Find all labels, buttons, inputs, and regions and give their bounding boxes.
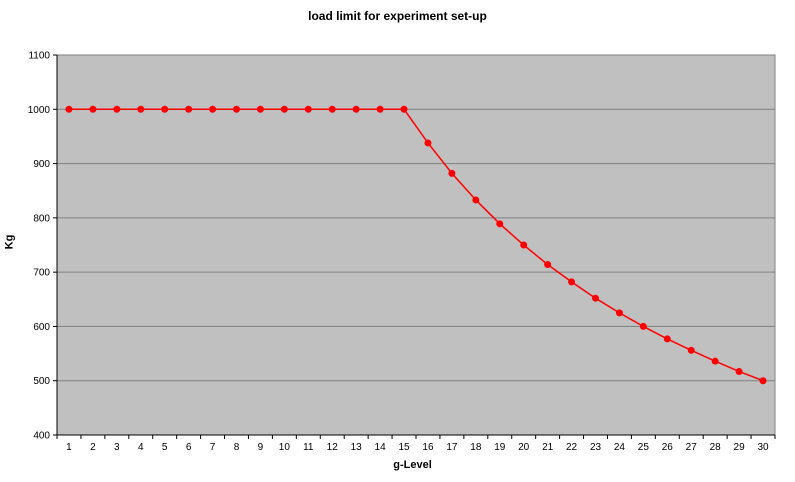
data-point-20 bbox=[520, 241, 528, 249]
x-tick-label-9: 9 bbox=[258, 442, 264, 453]
y-tick-label-500: 500 bbox=[33, 376, 50, 387]
data-point-30 bbox=[759, 377, 767, 385]
x-tick-label-5: 5 bbox=[162, 442, 168, 453]
x-tick-label-21: 21 bbox=[542, 442, 554, 453]
x-tick-label-14: 14 bbox=[375, 442, 387, 453]
y-tick-label-800: 800 bbox=[33, 213, 50, 224]
x-tick-label-12: 12 bbox=[327, 442, 339, 453]
x-tick-label-4: 4 bbox=[138, 442, 144, 453]
data-point-24 bbox=[615, 309, 623, 317]
data-point-6 bbox=[185, 105, 193, 113]
x-tick-label-11: 11 bbox=[303, 442, 314, 453]
x-tick-label-24: 24 bbox=[614, 442, 626, 453]
x-tick-label-18: 18 bbox=[470, 442, 482, 453]
x-tick-label-15: 15 bbox=[398, 442, 410, 453]
data-point-18 bbox=[472, 196, 480, 204]
data-point-19 bbox=[496, 220, 504, 228]
y-tick-label-600: 600 bbox=[33, 322, 50, 333]
data-point-9 bbox=[256, 105, 264, 113]
chart-title: load limit for experiment set-up bbox=[308, 9, 487, 23]
data-point-22 bbox=[568, 278, 576, 286]
x-tick-label-28: 28 bbox=[710, 442, 722, 453]
x-tick-label-25: 25 bbox=[638, 442, 650, 453]
data-point-16 bbox=[424, 139, 432, 147]
data-point-11 bbox=[304, 105, 312, 113]
data-point-25 bbox=[639, 322, 647, 330]
data-point-4 bbox=[137, 105, 145, 113]
y-tick-label-400: 400 bbox=[33, 431, 50, 442]
data-point-17 bbox=[448, 169, 456, 177]
y-tick-label-900: 900 bbox=[33, 159, 50, 170]
data-point-23 bbox=[592, 294, 599, 302]
x-tick-label-16: 16 bbox=[422, 442, 434, 453]
data-point-27 bbox=[687, 346, 695, 354]
data-point-1 bbox=[65, 105, 73, 113]
data-point-26 bbox=[663, 335, 671, 343]
data-series bbox=[65, 105, 767, 385]
data-point-13 bbox=[352, 105, 360, 113]
plot-area bbox=[56, 54, 776, 436]
x-tick-label-17: 17 bbox=[446, 442, 458, 453]
x-tick-label-20: 20 bbox=[518, 442, 530, 453]
x-axis-label: g-Level bbox=[393, 459, 432, 471]
data-point-2 bbox=[89, 105, 97, 113]
x-tick-label-19: 19 bbox=[494, 442, 506, 453]
x-tick-label-2: 2 bbox=[90, 442, 96, 453]
data-point-3 bbox=[113, 105, 121, 113]
data-point-15 bbox=[400, 105, 408, 113]
data-point-28 bbox=[711, 357, 719, 365]
x-tick-label-13: 13 bbox=[351, 442, 363, 453]
x-tick-label-7: 7 bbox=[210, 442, 216, 453]
x-tick-label-22: 22 bbox=[566, 442, 578, 453]
data-point-7 bbox=[209, 105, 217, 113]
data-point-12 bbox=[328, 105, 336, 113]
x-tick-label-26: 26 bbox=[662, 442, 674, 453]
x-tick-label-30: 30 bbox=[757, 442, 769, 453]
x-tick-label-1: 1 bbox=[66, 442, 72, 453]
data-point-8 bbox=[233, 105, 240, 113]
y-tick-label-1100: 1100 bbox=[28, 51, 50, 62]
data-point-21 bbox=[544, 261, 552, 269]
x-tick-label-23: 23 bbox=[590, 442, 602, 453]
data-point-5 bbox=[161, 105, 169, 113]
x-tick-label-27: 27 bbox=[686, 442, 698, 453]
x-tick-label-29: 29 bbox=[734, 442, 746, 453]
series-line bbox=[68, 108, 764, 382]
x-tick-label-3: 3 bbox=[114, 442, 120, 453]
plot-background bbox=[56, 54, 776, 436]
y-tick-label-1000: 1000 bbox=[28, 105, 51, 116]
x-tick-label-10: 10 bbox=[279, 442, 291, 453]
x-tick-label-8: 8 bbox=[234, 442, 240, 453]
y-tick-label-700: 700 bbox=[33, 268, 50, 279]
data-point-10 bbox=[280, 105, 288, 113]
x-tick-label-6: 6 bbox=[186, 442, 192, 453]
data-point-29 bbox=[735, 367, 743, 375]
data-point-14 bbox=[376, 105, 384, 113]
